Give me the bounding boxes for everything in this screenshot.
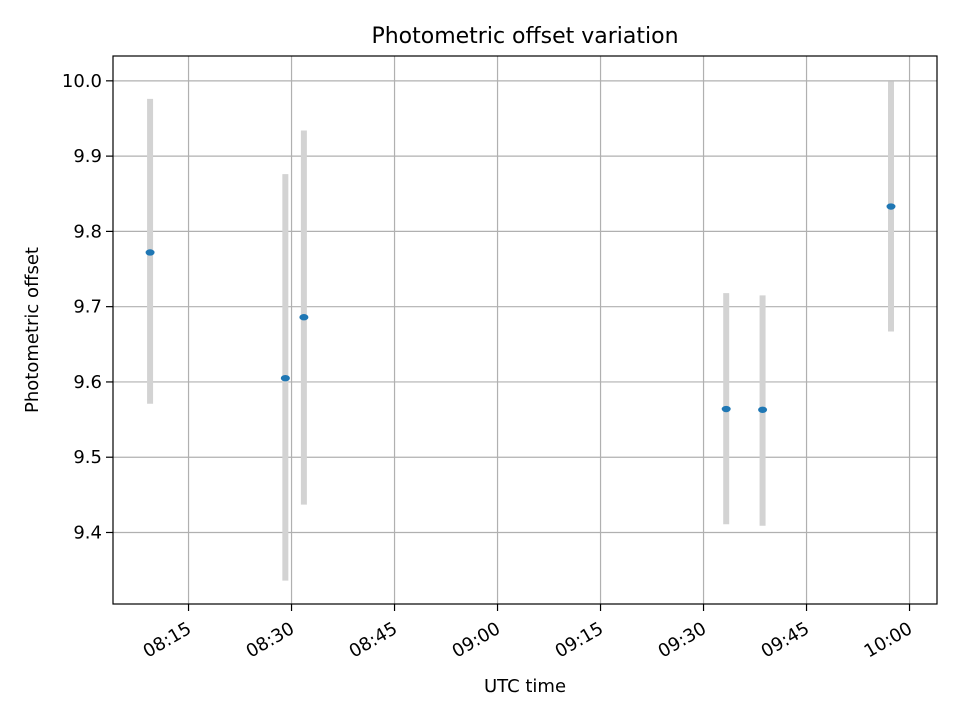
- grid: [113, 56, 937, 604]
- y-tick-label: 9.8: [73, 221, 102, 242]
- y-tick-label: 9.4: [73, 522, 102, 543]
- data-point: [145, 249, 155, 256]
- y-tick-label: 9.9: [73, 146, 102, 167]
- chart-title: Photometric offset variation: [371, 24, 678, 49]
- y-tick-label: 9.7: [73, 297, 102, 318]
- data-point: [280, 374, 290, 382]
- data-point: [758, 406, 768, 413]
- data-point: [299, 314, 309, 321]
- axes-frame: [112, 55, 938, 605]
- data-point: [721, 405, 731, 413]
- x-axis-label: UTC time: [484, 676, 566, 697]
- y-tick-label: 9.6: [73, 372, 102, 393]
- data-point: [886, 203, 896, 210]
- data-points: [145, 203, 896, 413]
- y-tick-label: 9.5: [73, 447, 102, 468]
- y-axis-label: Photometric offset: [22, 247, 43, 413]
- y-tick-label: 10.0: [62, 71, 102, 92]
